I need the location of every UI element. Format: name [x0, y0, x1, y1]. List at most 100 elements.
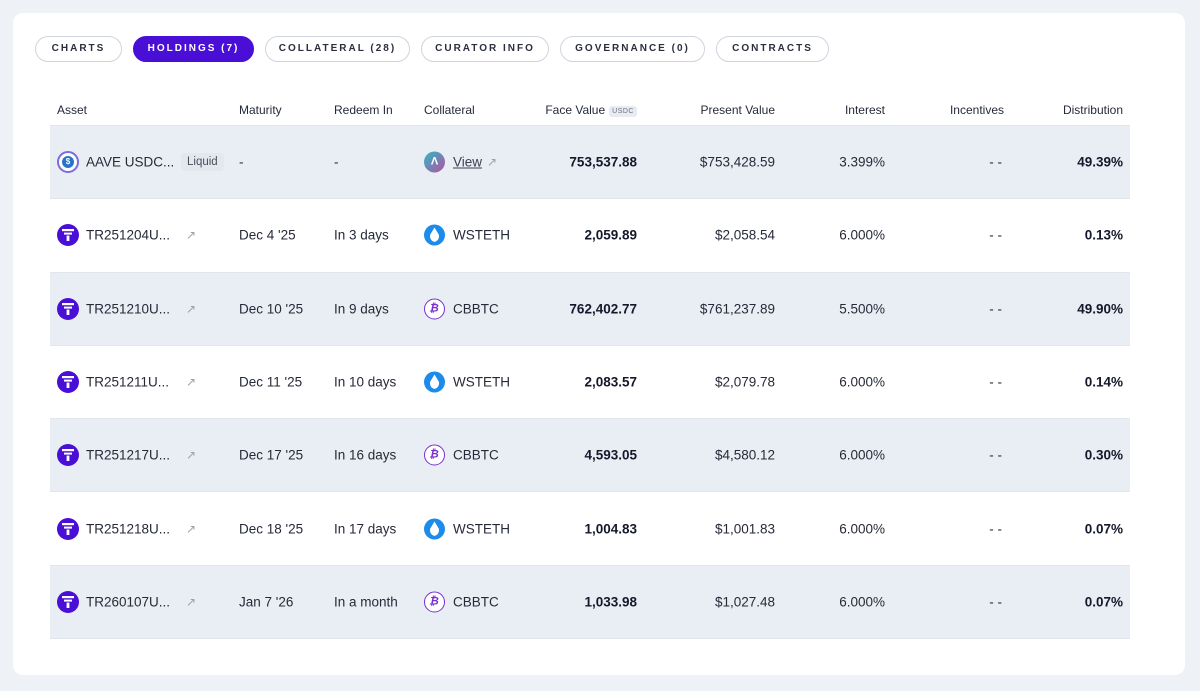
header-interest[interactable]: Interest: [844, 103, 885, 117]
liquid-badge: Liquid: [181, 153, 224, 172]
usdc-unit-tag: USDC: [609, 106, 637, 117]
header-present-value[interactable]: Present Value: [700, 103, 776, 117]
term-repo-icon: [57, 517, 79, 540]
tab-charts[interactable]: CHARTS: [35, 36, 122, 62]
interest-cell: 6.000%: [839, 521, 885, 537]
term-repo-icon: [57, 297, 79, 320]
table-row[interactable]: TR251211U... ↗ Dec 11 '25 In 10 days WST…: [50, 346, 1130, 420]
redeem-in-cell: -: [334, 154, 339, 170]
header-distribution[interactable]: Distribution: [1062, 103, 1123, 117]
redeem-in-cell: In 16 days: [334, 447, 397, 463]
wsteth-icon: [424, 224, 445, 246]
holdings-card: CHARTS HOLDINGS (7) COLLATERAL (28) CURA…: [13, 13, 1185, 675]
present-value-cell: $753,428.59: [699, 154, 775, 170]
present-value-cell: $761,237.89: [699, 301, 775, 317]
interest-cell: 5.500%: [839, 301, 885, 317]
collateral-view-link[interactable]: View: [453, 155, 482, 170]
maturity-cell: Dec 10 '25: [239, 301, 304, 317]
header-collateral[interactable]: Collateral: [424, 103, 475, 117]
table-row[interactable]: TR260107U... ↗ Jan 7 '26 In a month ₿ CB…: [50, 565, 1130, 640]
asset-name[interactable]: TR251211U...: [86, 374, 170, 390]
header-asset[interactable]: Asset: [57, 103, 88, 117]
header-face-value[interactable]: Face Value USDC: [545, 103, 637, 117]
table-row[interactable]: $ AAVE USDC... Liquid - - Λ View ↗ 753,5…: [50, 126, 1130, 200]
tab-governance[interactable]: GOVERNANCE (0): [560, 36, 705, 62]
incentives-cell: - -: [989, 227, 1002, 243]
maturity-cell: Dec 11 '25: [239, 374, 303, 390]
external-link-icon[interactable]: ↗: [186, 375, 197, 390]
asset-name[interactable]: TR251204U...: [86, 227, 171, 243]
table-row[interactable]: TR251217U... ↗ Dec 17 '25 In 16 days ₿ C…: [50, 419, 1130, 493]
tab-contracts[interactable]: CONTRACTS: [716, 36, 829, 62]
incentives-cell: - -: [989, 374, 1002, 390]
redeem-in-cell: In a month: [334, 594, 398, 610]
interest-cell: 6.000%: [839, 594, 885, 610]
present-value-cell: $2,079.78: [714, 374, 775, 390]
external-link-icon[interactable]: ↗: [186, 448, 197, 463]
external-link-icon[interactable]: ↗: [487, 155, 498, 170]
collateral-cell: CBBTC: [453, 447, 499, 463]
asset-name[interactable]: TR251217U...: [86, 447, 171, 463]
term-repo-icon: [57, 444, 79, 467]
face-value-cell: 753,537.88: [569, 154, 637, 170]
cbbtc-icon: ₿: [424, 444, 445, 466]
tab-curator-info[interactable]: CURATOR INFO: [421, 36, 549, 62]
collateral-cell: CBBTC: [453, 594, 499, 610]
incentives-cell: - -: [989, 447, 1002, 463]
asset-name[interactable]: TR251218U...: [86, 521, 171, 537]
table-row[interactable]: TR251210U... ↗ Dec 10 '25 In 9 days ₿ CB…: [50, 272, 1130, 346]
face-value-cell: 2,059.89: [584, 227, 637, 243]
header-redeem-in[interactable]: Redeem In: [334, 103, 393, 117]
face-value-cell: 4,593.05: [584, 447, 637, 463]
interest-cell: 6.000%: [839, 374, 885, 390]
asset-name[interactable]: TR260107U...: [86, 594, 171, 610]
aave-icon: Λ: [424, 151, 445, 173]
header-maturity[interactable]: Maturity: [239, 103, 282, 117]
interest-cell: 6.000%: [839, 227, 885, 243]
header-face-value-label: Face Value: [545, 103, 606, 117]
collateral-cell: WSTETH: [453, 227, 510, 243]
wsteth-icon: [424, 371, 445, 393]
present-value-cell: $1,001.83: [714, 521, 775, 537]
maturity-cell: Dec 17 '25: [239, 447, 304, 463]
distribution-cell: 0.30%: [1084, 447, 1123, 463]
collateral-cell: WSTETH: [453, 374, 510, 390]
table-row[interactable]: TR251218U... ↗ Dec 18 '25 In 17 days WST…: [50, 492, 1130, 566]
maturity-cell: Dec 4 '25: [239, 227, 296, 243]
interest-cell: 6.000%: [839, 447, 885, 463]
asset-name[interactable]: TR251210U...: [86, 301, 171, 317]
maturity-cell: Dec 18 '25: [239, 521, 304, 537]
redeem-in-cell: In 3 days: [334, 227, 389, 243]
redeem-in-cell: In 9 days: [334, 301, 389, 317]
cbbtc-icon: ₿: [424, 591, 445, 613]
aave-usdc-icon: $: [57, 151, 79, 174]
incentives-cell: - -: [989, 521, 1002, 537]
asset-name[interactable]: AAVE USDC...: [86, 154, 175, 170]
external-link-icon[interactable]: ↗: [186, 521, 197, 536]
distribution-cell: 49.39%: [1077, 154, 1123, 170]
holdings-table: Asset Maturity Redeem In Collateral Face…: [50, 97, 1130, 640]
view-link-text[interactable]: View: [453, 154, 483, 170]
present-value-cell: $1,027.48: [714, 594, 775, 610]
incentives-cell: - -: [989, 301, 1002, 317]
face-value-cell: 762,402.77: [569, 301, 637, 317]
external-link-icon[interactable]: ↗: [186, 228, 197, 243]
tab-holdings[interactable]: HOLDINGS (7): [133, 36, 254, 62]
distribution-cell: 0.14%: [1084, 374, 1123, 390]
redeem-in-cell: In 10 days: [334, 374, 397, 390]
term-repo-icon: [57, 371, 79, 394]
face-value-cell: 2,083.57: [584, 374, 637, 390]
term-repo-icon: [57, 590, 79, 613]
tab-collateral[interactable]: COLLATERAL (28): [265, 36, 410, 62]
present-value-cell: $4,580.12: [714, 447, 775, 463]
distribution-cell: 0.13%: [1084, 227, 1123, 243]
external-link-icon[interactable]: ↗: [186, 594, 197, 609]
maturity-cell: -: [239, 154, 244, 170]
header-incentives[interactable]: Incentives: [949, 103, 1004, 117]
term-repo-icon: [57, 224, 79, 247]
face-value-cell: 1,033.98: [584, 594, 637, 610]
external-link-icon[interactable]: ↗: [186, 301, 197, 316]
collateral-cell: WSTETH: [453, 521, 510, 537]
table-row[interactable]: TR251204U... ↗ Dec 4 '25 In 3 days WSTET…: [50, 199, 1130, 273]
cbbtc-icon: ₿: [424, 298, 445, 320]
